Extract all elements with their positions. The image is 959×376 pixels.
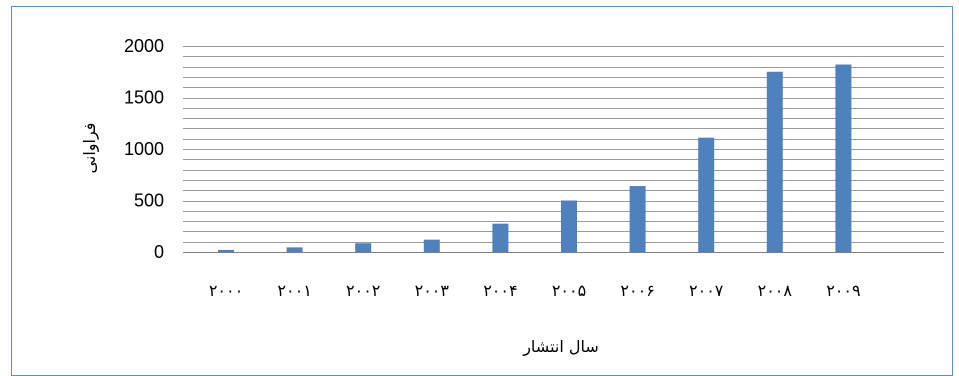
bar [286, 247, 303, 252]
x-tick-label: ۲۰۰۱ [277, 281, 311, 300]
x-tick-label: ۲۰۰۴ [483, 281, 517, 300]
y-tick-label: 0 [154, 242, 164, 262]
x-tick-label: ۲۰۰۹ [826, 281, 860, 300]
gridlines [183, 46, 944, 243]
y-tick-label: 500 [134, 191, 164, 211]
y-axis-title: فراوانی [80, 123, 100, 174]
x-axis-ticks: ۲۰۰۰ ۲۰۰۱ ۲۰۰۲ ۲۰۰۳ ۲۰۰۴ ۲۰۰۵ ۲۰۰۶ ۲۰۰۷ ۲۰۰۸ ۲۰۰۹ [209, 281, 861, 300]
bar [492, 223, 509, 252]
x-tick-label: ۲۰۰۶ [620, 281, 654, 300]
bar [218, 249, 234, 252]
bars [218, 64, 852, 252]
y-tick-label: 1000 [124, 139, 164, 159]
x-axis-title: سال انتشار [522, 337, 599, 357]
x-tick-label: ۲۰۰۷ [689, 281, 724, 300]
bar [355, 243, 372, 252]
bar [629, 186, 646, 252]
x-tick-label: ۲۰۰۳ [415, 281, 450, 300]
y-axis-ticks: 0 500 1000 1500 2000 [124, 36, 164, 262]
x-tick-label: ۲۰۰۰ [209, 281, 243, 300]
x-tick-label: ۲۰۰۸ [758, 281, 793, 300]
bar [698, 137, 715, 252]
y-tick-label: 2000 [124, 36, 164, 56]
bar [561, 200, 577, 252]
bar [423, 239, 440, 252]
y-tick-label: 1500 [124, 88, 164, 108]
x-tick-label: ۲۰۰۲ [346, 281, 380, 300]
x-tick-label: ۲۰۰۵ [552, 281, 586, 300]
bar [835, 64, 852, 252]
bar [766, 71, 783, 252]
